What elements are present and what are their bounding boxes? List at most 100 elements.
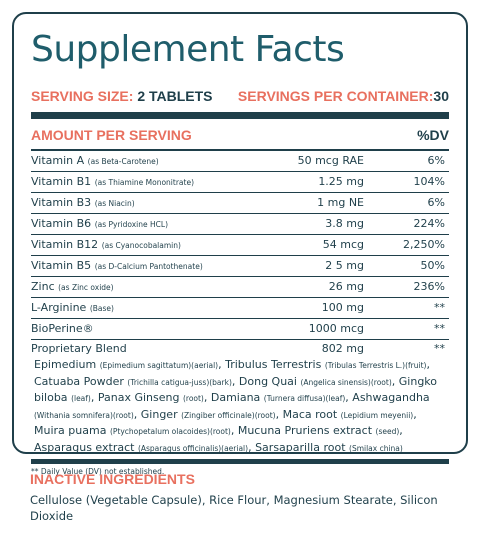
servings-per-container: SERVINGS PER CONTAINER:30 xyxy=(238,88,449,104)
footnote: ** Daily Value (DV) not established. xyxy=(31,467,165,476)
nutrient-dv: 104% xyxy=(413,175,445,188)
nutrient-label: Vitamin B5 xyxy=(31,258,92,272)
nutrient-name: Vitamin A (as Beta-Carotene) xyxy=(31,154,254,169)
blend-ingredient-source: (Turnera diffusa)(leaf) xyxy=(263,394,346,403)
blend-ingredient-source: (Tribulas Terrestris L.)(fruit) xyxy=(324,361,427,370)
dv-label: %DV xyxy=(417,127,449,143)
nutrient-name: Zinc (as Zinc oxide) xyxy=(31,280,254,295)
amount-header-row: AMOUNT PER SERVING %DV xyxy=(31,127,449,143)
serving-row: SERVING SIZE: 2 TABLETS SERVINGS PER CON… xyxy=(31,88,449,104)
proprietary-blend-row: Proprietary Blend 802 mg ** xyxy=(31,340,449,356)
blend-ingredient-source: (Ptychopetalum olacoides)(root) xyxy=(109,427,231,436)
blend-ingredient-source: (leaf) xyxy=(71,394,91,403)
nutrient-dv: 50% xyxy=(420,259,445,272)
nutrient-name: Vitamin B1 (as Thiamine Mononitrate) xyxy=(31,175,254,190)
blend-ingredient-name: Tribulus Terrestris xyxy=(225,358,322,371)
nutrient-amount: 26 mg xyxy=(328,280,364,293)
inactive-ingredients-title: INACTIVE INGREDIENTS xyxy=(30,471,195,487)
nutrient-row: Zinc (as Zinc oxide) 26 mg 236% xyxy=(31,277,449,298)
blend-ingredient-source: (Angelica sinensis)(root) xyxy=(300,377,392,387)
blend-ingredient-name: Sarsaparilla root xyxy=(255,440,346,454)
amount-per-serving-label: AMOUNT PER SERVING xyxy=(31,127,192,143)
blend-ingredient-name: Muira puama xyxy=(34,424,107,437)
nutrient-row: Vitamin B3 (as Niacin) 1 mg NE 6% xyxy=(31,193,449,214)
blend-ingredients-list: Epimedium (Epimedium sagittatum)(aerial)… xyxy=(34,358,438,454)
nutrient-amount: 1.25 mg xyxy=(318,175,364,188)
nutrient-amount: 1000 mcg xyxy=(308,322,364,335)
nutrient-row: Vitamin B12 (as Cyanocobalamin) 54 mcg 2,2… xyxy=(31,235,449,256)
nutrient-label: Vitamin A xyxy=(31,153,85,167)
blend-ingredient-source: (Smilax china) xyxy=(349,443,403,453)
blend-dv: ** xyxy=(434,341,445,355)
blend-ingredient-source: (seed) xyxy=(375,427,400,436)
blend-ingredient-name: Maca root xyxy=(282,407,338,421)
blend-ingredient-name: Panax Ginseng xyxy=(97,391,180,404)
nutrient-source: (as Beta-Carotene) xyxy=(87,156,159,166)
nutrient-row: L-Arginine (Base) 100 mg ** xyxy=(31,298,449,319)
nutrient-amount: 1 mg NE xyxy=(317,196,364,209)
blend-ingredient-source: (Asparagus officinalis)(aerial) xyxy=(137,443,249,453)
nutrient-name: BioPerine® xyxy=(31,322,254,336)
blend-ingredient-name: Ashwagandha xyxy=(352,391,430,404)
blend-ingredient-name: Ginger xyxy=(140,407,178,421)
nutrient-amount: 50 mcg RAE xyxy=(297,154,364,167)
nutrient-amount: 54 mcg xyxy=(322,238,364,251)
nutrient-row: Vitamin A (as Beta-Carotene) 50 mcg RAE 6% xyxy=(31,151,449,172)
nutrient-amount: 100 mg xyxy=(321,301,364,314)
servings-per-container-value: 30 xyxy=(433,88,449,104)
nutrient-source: (as Zinc oxide) xyxy=(58,282,114,292)
nutrient-row: Vitamin B1 (as Thiamine Mononitrate) 1.25… xyxy=(31,172,449,193)
divider-thin xyxy=(31,149,449,151)
blend-ingredient-name: Dong Quai xyxy=(238,374,297,388)
nutrient-dv: 224% xyxy=(413,217,445,230)
blend-ingredient-name: Gingko biloba xyxy=(34,374,438,405)
blend-ingredient-name: Epimedium xyxy=(34,358,97,371)
panel-title: Supplement Facts xyxy=(31,29,345,70)
serving-size-value: 2 TABLETS xyxy=(137,88,213,104)
nutrient-label: Vitamin B6 xyxy=(31,216,92,230)
divider-thick xyxy=(31,112,449,119)
blend-ingredient-source: (Lepidium meyenii) xyxy=(340,410,414,420)
nutrient-amount: 3.8 mg xyxy=(325,217,364,230)
nutrient-dv: 236% xyxy=(413,280,445,293)
nutrient-row: Vitamin B6 (as Pyridoxine HCL) 3.8 mg 224% xyxy=(31,214,449,235)
servings-per-container-label: SERVINGS PER CONTAINER: xyxy=(237,88,434,104)
nutrient-source: (Base) xyxy=(89,303,114,313)
supplement-facts-panel: Supplement Facts SERVING SIZE: 2 TABLETS… xyxy=(12,12,468,476)
blend-ingredient-name: Mucuna Pruriens extract xyxy=(237,424,373,437)
nutrient-dv: 6% xyxy=(427,154,445,167)
nutrient-row: Vitamin B5 (as D-Calcium Pantothenate) 2 … xyxy=(31,256,449,277)
blend-ingredient-name: Asparagus extract xyxy=(34,440,135,454)
nutrient-dv: 2,250% xyxy=(403,238,445,251)
nutrient-dv: ** xyxy=(434,301,445,314)
nutrient-name: Vitamin B3 (as Niacin) xyxy=(31,196,254,211)
nutrient-source: (as D-Calcium Pantothenate) xyxy=(94,261,203,271)
blend-ingredient-source: (Zingiber officinale)(root) xyxy=(181,410,276,420)
nutrient-name: Vitamin B12 (as Cyanocobalamin) xyxy=(31,238,254,253)
nutrient-name: L-Arginine (Base) xyxy=(31,301,254,316)
serving-size: SERVING SIZE: 2 TABLETS xyxy=(31,88,213,104)
nutrient-dv: 6% xyxy=(427,196,445,209)
blend-ingredient-source: (Trichilla catigua-juss)(bark) xyxy=(127,377,232,387)
nutrient-source: (as Cyanocobalamin) xyxy=(101,240,181,250)
blend-ingredient-name: Catuaba Powder xyxy=(34,374,124,388)
nutrient-source: (as Thiamine Mononitrate) xyxy=(94,177,194,187)
nutrient-table: Vitamin A (as Beta-Carotene) 50 mcg RAE 6%… xyxy=(31,151,449,340)
nutrient-label: Vitamin B1 xyxy=(31,174,92,188)
blend-ingredient-source: (root) xyxy=(182,394,204,403)
nutrient-source: (as Pyridoxine HCL) xyxy=(94,219,169,229)
serving-size-label: SERVING SIZE: xyxy=(31,88,138,104)
nutrient-row: BioPerine® 1000 mcg ** xyxy=(31,319,449,340)
nutrient-label: Zinc xyxy=(31,279,55,293)
blend-ingredient-source: (Epimedium sagittatum)(aerial) xyxy=(99,361,219,370)
blend-name: Proprietary Blend xyxy=(31,341,127,355)
inactive-ingredients-text: Cellulose (Vegetable Capsule), Rice Flou… xyxy=(30,493,438,523)
nutrient-label: Vitamin B3 xyxy=(31,195,92,209)
nutrient-name: Vitamin B5 (as D-Calcium Pantothenate) xyxy=(31,259,254,274)
nutrient-label: Vitamin B12 xyxy=(31,237,99,251)
nutrient-label: L-Arginine xyxy=(31,300,87,314)
blend-ingredient-source: (Withania somnifera)(root) xyxy=(34,410,134,420)
blend-amount: 802 mg xyxy=(321,341,364,355)
nutrient-label: BioPerine® xyxy=(31,322,94,335)
nutrient-source: (as Niacin) xyxy=(94,198,135,208)
